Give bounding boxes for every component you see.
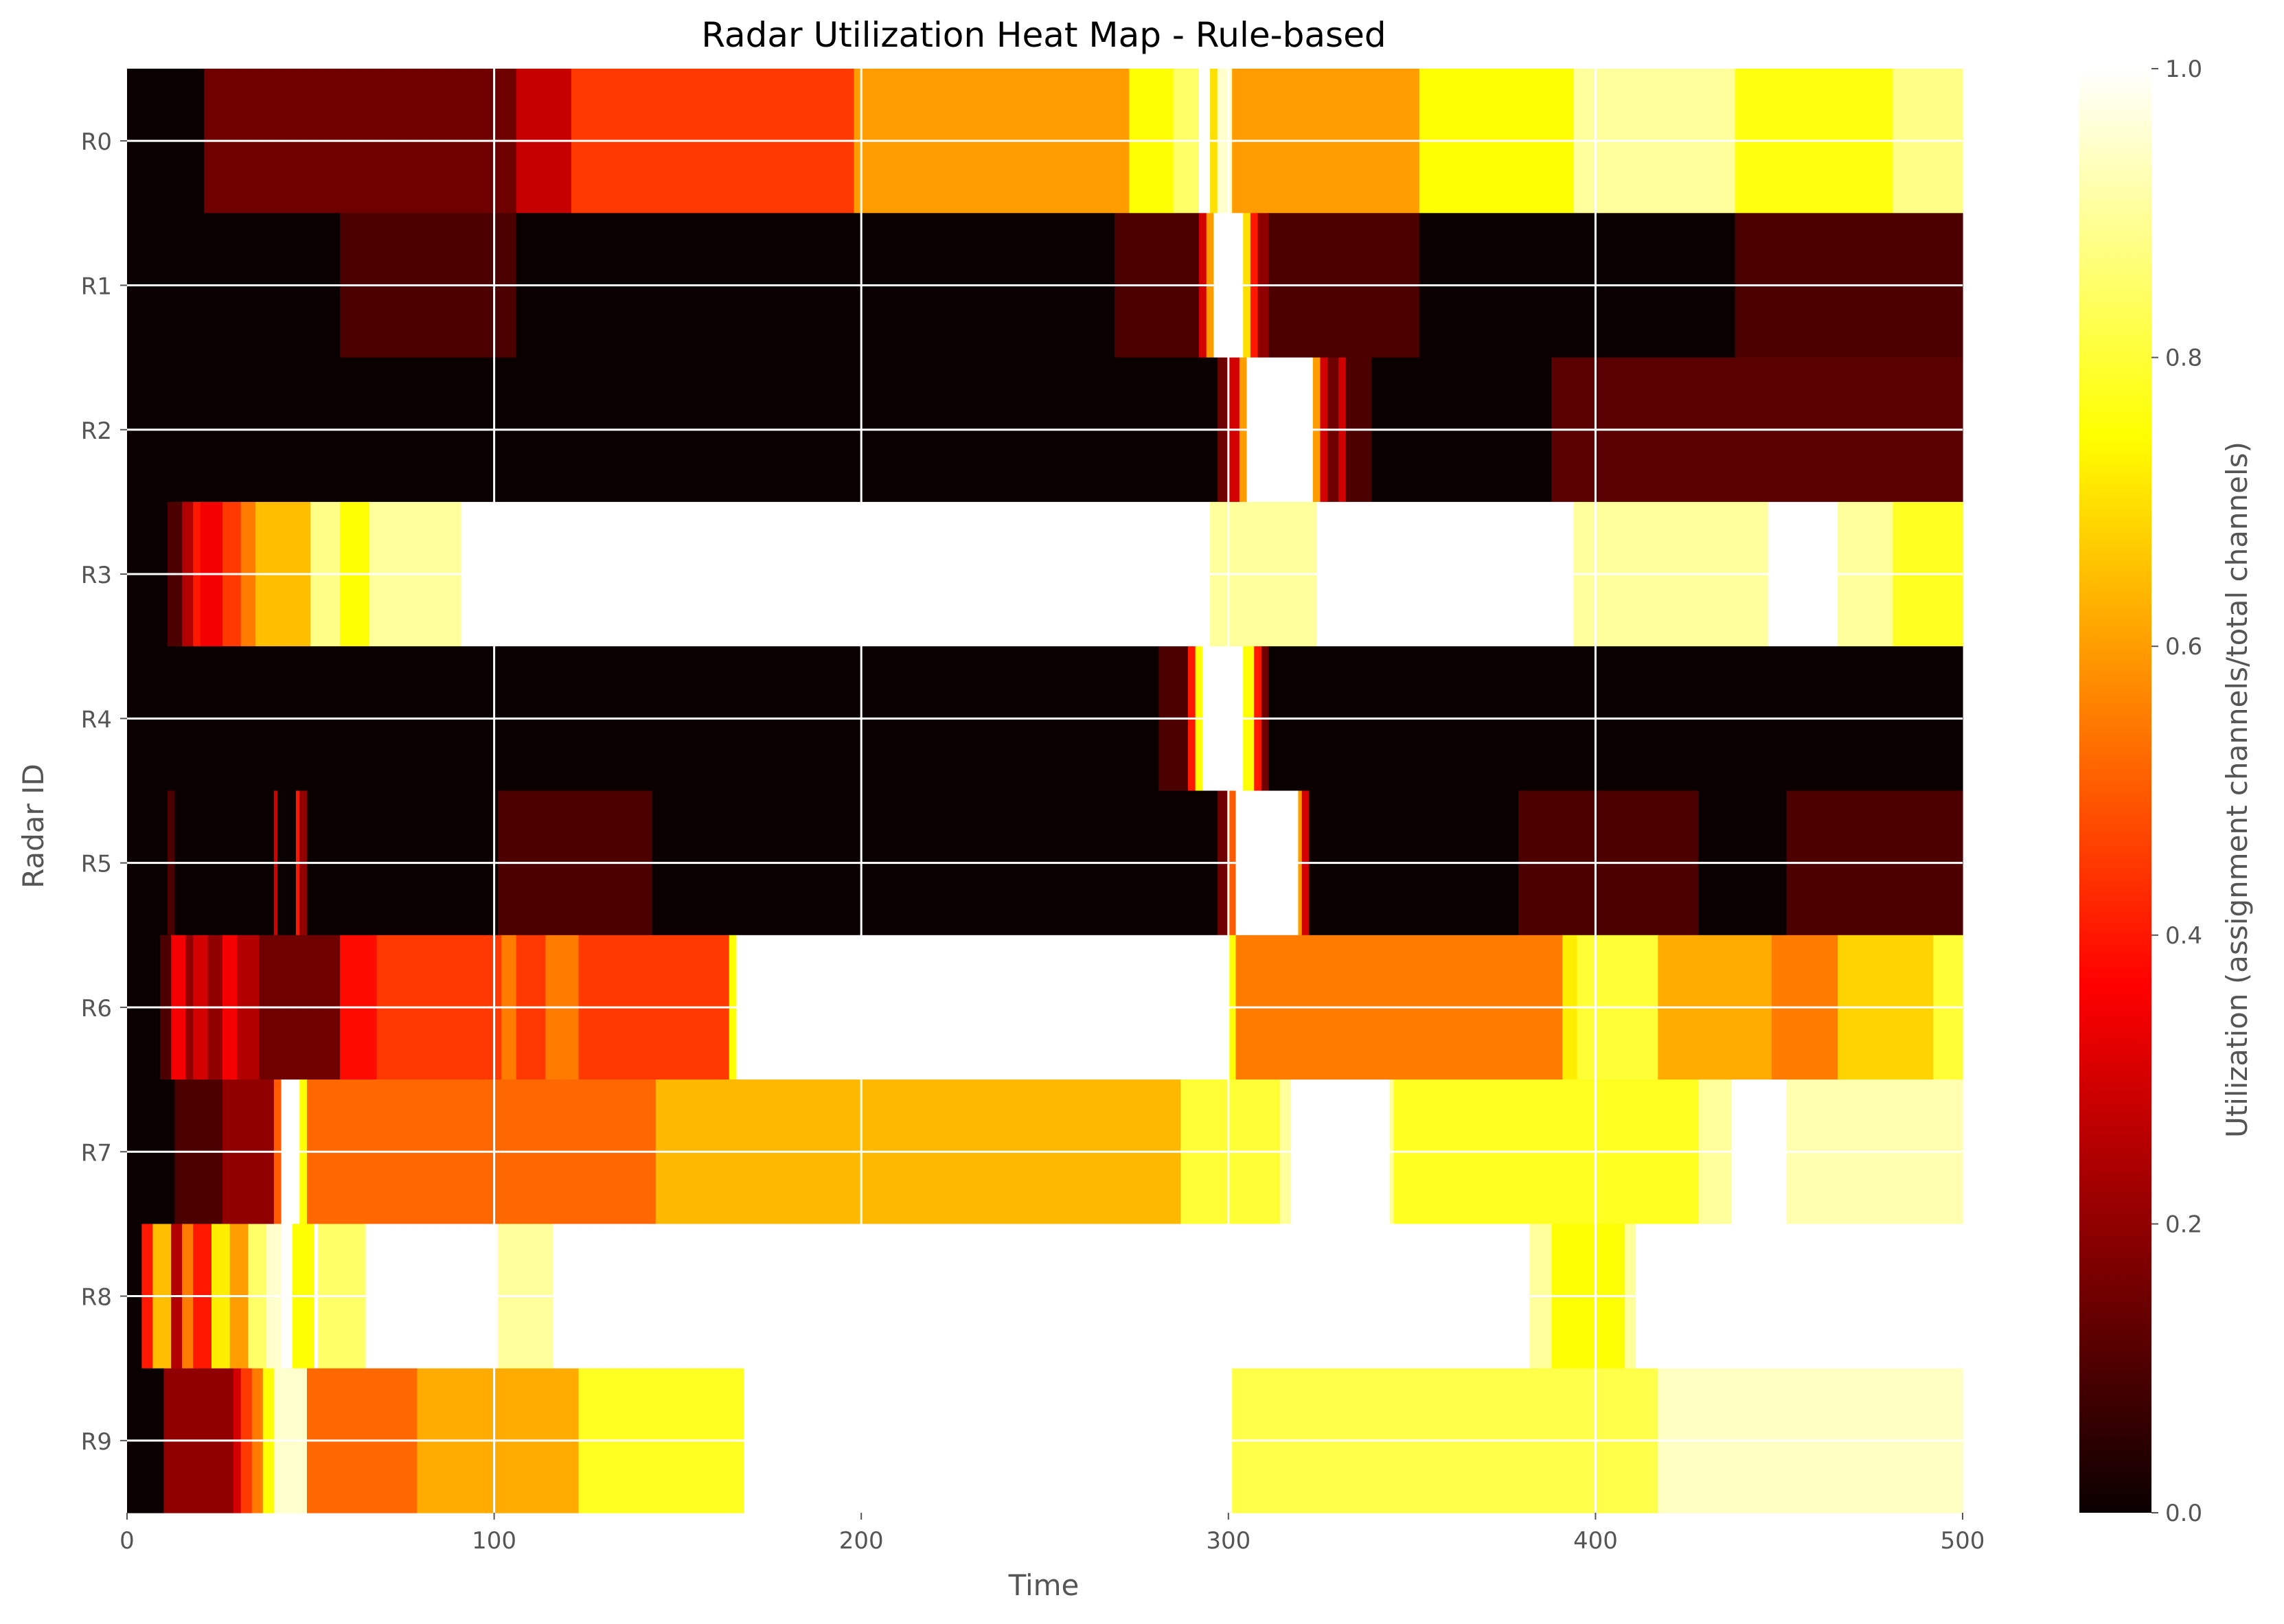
y-tick-label: R4 bbox=[81, 706, 112, 733]
colorbar-tick-label: 0.0 bbox=[2165, 1500, 2202, 1527]
chart-title: Radar Utilization Heat Map - Rule-based bbox=[701, 15, 1386, 55]
x-tick-label: 500 bbox=[1941, 1527, 1985, 1555]
y-tick-label: R8 bbox=[81, 1284, 112, 1312]
y-axis-label: Radar ID bbox=[16, 764, 50, 889]
colorbar-tick-label: 1.0 bbox=[2165, 56, 2202, 83]
x-tick-label: 0 bbox=[119, 1527, 135, 1555]
y-tick-label: R0 bbox=[81, 128, 112, 156]
x-tick-label: 200 bbox=[839, 1527, 884, 1555]
y-tick-label: R6 bbox=[81, 995, 112, 1022]
x-tick-label: 400 bbox=[1573, 1527, 1618, 1555]
y-tick-label: R7 bbox=[81, 1139, 112, 1167]
y-tick-label: R1 bbox=[81, 273, 112, 300]
colorbar-tick-label: 0.6 bbox=[2165, 633, 2202, 661]
grid-lines bbox=[127, 69, 1963, 1513]
axes: R0 R1 R2 R3 R4 R5 R6 R7 R8 R9 0 100 200 300 400 500 bbox=[81, 128, 1985, 1555]
colorbar-tick-label: 0.4 bbox=[2165, 922, 2202, 950]
y-tick-label: R3 bbox=[81, 562, 112, 589]
y-tick-label: R2 bbox=[81, 418, 112, 445]
colorbar-label: Utilization (assignment channels/total c… bbox=[2220, 442, 2254, 1138]
x-axis-label: Time bbox=[1008, 1568, 1080, 1602]
colorbar-gradient bbox=[2079, 69, 2151, 1513]
colorbar-ticks: 0.0 0.2 0.4 0.6 0.8 1.0 bbox=[2151, 56, 2202, 1527]
y-tick-label: R9 bbox=[81, 1428, 112, 1456]
y-tick-label: R5 bbox=[81, 851, 112, 878]
x-tick-label: 300 bbox=[1206, 1527, 1251, 1555]
colorbar-tick-label: 0.8 bbox=[2165, 345, 2202, 372]
x-tick-label: 100 bbox=[472, 1527, 516, 1555]
colorbar bbox=[2079, 69, 2151, 1513]
colorbar-tick-label: 0.2 bbox=[2165, 1211, 2202, 1238]
